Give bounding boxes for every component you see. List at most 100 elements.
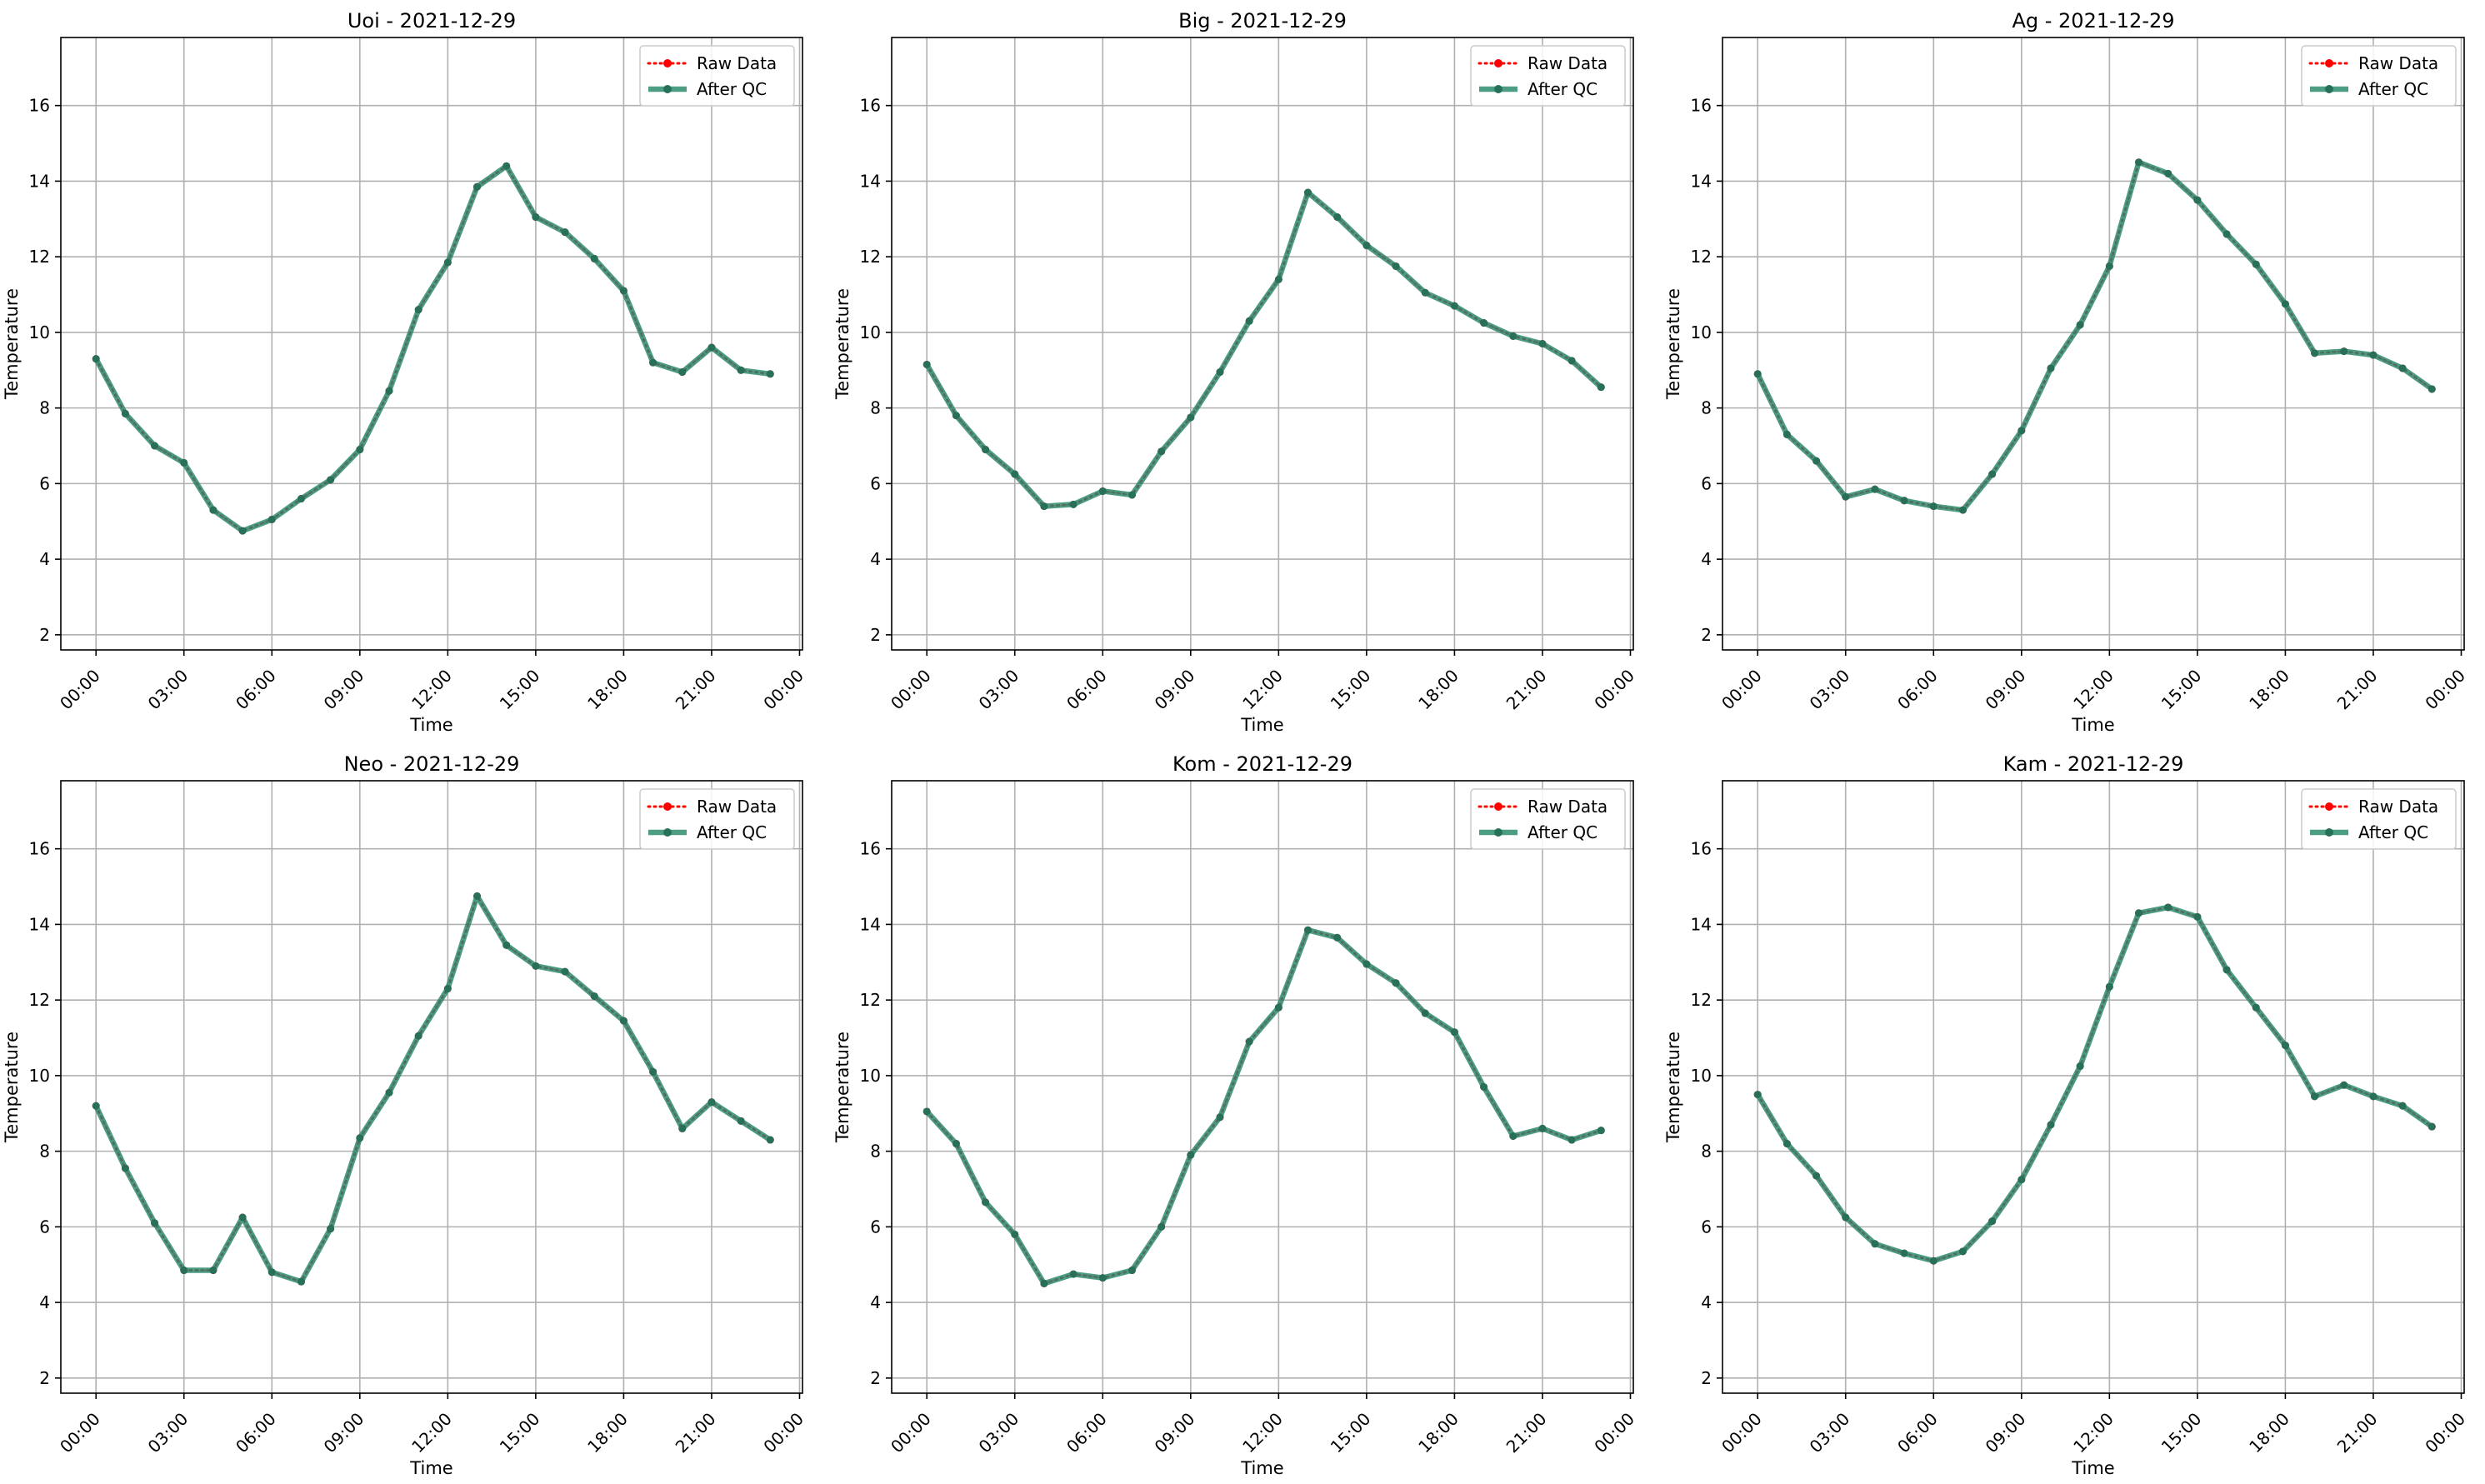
data-point-after-qc <box>1245 317 1253 325</box>
y-tick-label: 14 <box>860 914 881 934</box>
data-point-after-qc <box>678 1124 687 1132</box>
data-point-after-qc <box>1597 1127 1605 1135</box>
x-tick-label: 09:00 <box>320 1409 368 1457</box>
series-line-after-qc <box>924 189 1603 509</box>
x-axis-label: Time <box>1240 715 1283 735</box>
plot-area <box>892 781 1633 1393</box>
data-point-after-qc <box>2311 1092 2319 1101</box>
x-tick-label: 00:00 <box>1590 1409 1638 1457</box>
data-point-after-qc <box>1040 502 1048 511</box>
legend-marker-raw-data <box>2325 59 2333 67</box>
y-tick-label: 2 <box>870 625 881 645</box>
legend-label-raw-data: Raw Data <box>1528 53 1608 73</box>
data-point-after-qc <box>1392 979 1400 987</box>
data-point-after-qc <box>1011 1230 1019 1238</box>
data-point-after-qc <box>1480 319 1488 327</box>
x-tick-label: 03:00 <box>1806 666 1854 714</box>
data-point-after-qc <box>766 1136 774 1144</box>
data-point-after-qc <box>708 343 716 352</box>
data-point-after-qc <box>1304 188 1312 197</box>
axes-frame <box>1722 780 2465 1394</box>
y-tick-label: 8 <box>39 398 50 418</box>
data-point-after-qc <box>2252 1003 2260 1012</box>
data-point-after-qc <box>2018 1176 2026 1184</box>
data-point-after-qc <box>443 985 452 993</box>
y-tick-label: 2 <box>1701 625 1712 645</box>
y-tick-label: 12 <box>860 990 881 1010</box>
data-point-after-qc <box>1509 1132 1518 1140</box>
data-point-after-qc <box>1480 1083 1488 1091</box>
data-point-after-qc <box>2340 347 2348 356</box>
data-point-after-qc <box>180 458 188 467</box>
legend: Raw Data After QC <box>639 788 795 850</box>
x-tick-label: 12:00 <box>2069 1409 2118 1457</box>
data-point-after-qc <box>209 506 218 514</box>
x-tick-label: 21:00 <box>1502 666 1551 714</box>
y-axis-label: Temperature <box>2 1032 22 1143</box>
x-tick-label: 00:00 <box>1718 1409 1766 1457</box>
legend: Raw Data After QC <box>2301 45 2457 107</box>
y-tick-label: 16 <box>29 96 50 116</box>
y-tick-label: 6 <box>1701 1217 1712 1237</box>
data-point-after-qc <box>1871 1240 1879 1248</box>
x-tick-label: 18:00 <box>583 666 632 714</box>
data-point-after-qc <box>1392 262 1400 270</box>
data-point-after-qc <box>1538 1124 1547 1132</box>
data-point-after-qc <box>473 182 482 191</box>
legend-label-after-qc: After QC <box>697 79 767 99</box>
data-point-after-qc <box>1158 447 1166 456</box>
y-tick-label: 4 <box>1701 1292 1712 1312</box>
x-tick-label: 18:00 <box>2245 1409 2293 1457</box>
chart-panel-5: 00:00 03:00 06:00 09:00 12:00 15:00 18:00 21:00… <box>1663 752 2469 1478</box>
chart-title: Big - 2021-12-29 <box>1178 9 1347 32</box>
data-point-after-qc <box>2428 1122 2436 1131</box>
y-axis-label: Temperature <box>1663 1032 1683 1143</box>
legend-marker-raw-data <box>1494 59 1502 67</box>
x-tick-label: 00:00 <box>56 1409 104 1457</box>
data-point-after-qc <box>1245 1037 1253 1046</box>
data-point-after-qc <box>1450 302 1458 310</box>
data-point-after-qc <box>1098 1274 1107 1282</box>
y-tick-label: 8 <box>1701 398 1712 418</box>
x-tick-label: 12:00 <box>1238 1409 1287 1457</box>
x-tick-label: 15:00 <box>2158 666 2206 714</box>
data-point-after-qc <box>1011 470 1019 478</box>
y-tick-label: 14 <box>1691 171 1712 191</box>
data-point-after-qc <box>2047 364 2055 372</box>
x-axis-label: Time <box>409 1458 452 1478</box>
data-point-after-qc <box>1216 1113 1224 1122</box>
legend-label-raw-data: Raw Data <box>2358 53 2438 73</box>
data-point-after-qc <box>1128 491 1136 499</box>
y-tick-label: 8 <box>39 1142 50 1162</box>
data-point-after-qc <box>952 412 960 420</box>
data-point-after-qc <box>1040 1279 1048 1287</box>
x-tick-label: 09:00 <box>1982 1409 2030 1457</box>
x-tick-label: 03:00 <box>1806 1409 1854 1457</box>
data-point-after-qc <box>982 1198 990 1207</box>
y-tick-label: 6 <box>870 1217 881 1237</box>
x-tick-label: 21:00 <box>2333 1409 2382 1457</box>
y-axis-label: Temperature <box>832 1032 852 1143</box>
y-tick-label: 2 <box>1701 1368 1712 1388</box>
data-point-after-qc <box>209 1267 218 1275</box>
x-axis-label: Time <box>1240 1458 1283 1478</box>
data-point-after-qc <box>708 1098 716 1107</box>
chart-title: Neo - 2021-12-29 <box>344 752 520 776</box>
legend-label-after-qc: After QC <box>1528 79 1598 99</box>
legend-label-raw-data: Raw Data <box>2358 797 2438 817</box>
chart-panel-3: 00:00 03:00 06:00 09:00 12:00 15:00 18:00 21:00… <box>2 752 808 1478</box>
data-point-after-qc <box>2105 262 2113 270</box>
plot-area <box>61 37 802 650</box>
data-point-after-qc <box>2311 349 2319 357</box>
data-point-after-qc <box>1509 332 1518 340</box>
data-point-after-qc <box>268 515 276 523</box>
x-tick-label: 00:00 <box>1590 666 1638 714</box>
data-point-after-qc <box>2135 158 2143 167</box>
y-tick-label: 8 <box>870 1142 881 1162</box>
data-point-after-qc <box>1333 213 1342 222</box>
x-tick-label: 06:00 <box>1893 666 1942 714</box>
data-point-after-qc <box>1187 1151 1195 1159</box>
x-tick-label: 15:00 <box>2158 1409 2206 1457</box>
y-tick-label: 6 <box>39 1217 50 1237</box>
data-point-after-qc <box>443 258 452 267</box>
